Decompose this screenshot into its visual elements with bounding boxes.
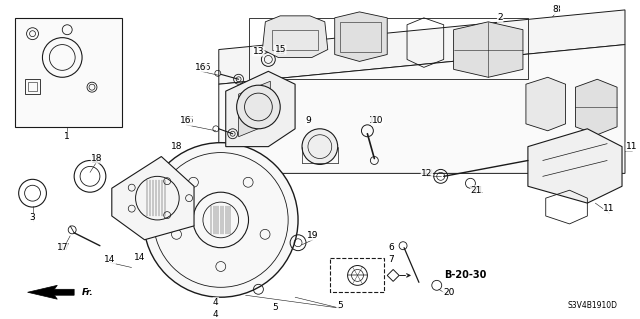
Text: 2: 2 xyxy=(497,13,503,22)
Text: 8: 8 xyxy=(553,5,559,14)
Text: 11: 11 xyxy=(604,204,615,212)
Polygon shape xyxy=(335,12,387,62)
Text: 4: 4 xyxy=(213,309,219,319)
Text: 19: 19 xyxy=(307,231,319,240)
Text: 11: 11 xyxy=(626,142,637,151)
Text: 5: 5 xyxy=(337,300,342,310)
Text: 10: 10 xyxy=(369,116,380,125)
Text: 11: 11 xyxy=(604,204,615,212)
Text: 18: 18 xyxy=(172,142,183,151)
Bar xyxy=(330,257,384,292)
Text: 3: 3 xyxy=(29,213,35,222)
Text: 12: 12 xyxy=(421,169,433,178)
Text: 17: 17 xyxy=(58,243,70,252)
Polygon shape xyxy=(219,10,625,84)
Polygon shape xyxy=(239,81,270,137)
Polygon shape xyxy=(226,71,295,147)
Polygon shape xyxy=(219,45,625,173)
Polygon shape xyxy=(454,22,523,77)
Text: 9: 9 xyxy=(305,116,311,125)
Text: 16: 16 xyxy=(195,63,207,72)
Text: 5: 5 xyxy=(273,303,278,312)
Text: 16: 16 xyxy=(183,116,195,125)
Text: B-20-30: B-20-30 xyxy=(444,271,486,280)
Text: 4: 4 xyxy=(213,298,219,307)
Text: Fr.: Fr. xyxy=(82,288,94,297)
Polygon shape xyxy=(526,77,566,131)
Text: 11: 11 xyxy=(626,142,637,151)
Text: 18: 18 xyxy=(91,154,102,163)
Text: 13: 13 xyxy=(253,47,264,56)
Text: 2: 2 xyxy=(497,13,503,22)
Text: 20: 20 xyxy=(443,288,454,297)
Polygon shape xyxy=(28,285,74,299)
Circle shape xyxy=(237,85,280,129)
Text: 1: 1 xyxy=(65,132,70,141)
Text: 21: 21 xyxy=(473,186,484,195)
Polygon shape xyxy=(112,157,194,240)
Text: 14: 14 xyxy=(134,253,145,262)
Text: 7: 7 xyxy=(388,255,394,264)
Text: 7: 7 xyxy=(388,255,394,264)
Circle shape xyxy=(143,143,298,297)
Text: 10: 10 xyxy=(372,116,383,125)
Text: 1: 1 xyxy=(65,132,70,141)
Text: 12: 12 xyxy=(423,169,435,178)
Text: 18: 18 xyxy=(91,156,102,165)
Text: 3: 3 xyxy=(29,213,35,222)
Text: S3V4B1910D: S3V4B1910D xyxy=(567,300,617,310)
Text: 6: 6 xyxy=(388,243,394,252)
Bar xyxy=(15,18,122,127)
Text: 15: 15 xyxy=(275,47,286,56)
Text: 20: 20 xyxy=(443,288,454,297)
Text: 6: 6 xyxy=(388,243,394,252)
Text: 16: 16 xyxy=(180,116,192,125)
Text: 15: 15 xyxy=(275,45,286,54)
Polygon shape xyxy=(262,16,328,57)
Text: 19: 19 xyxy=(307,231,319,240)
Circle shape xyxy=(302,129,338,165)
Text: 21: 21 xyxy=(470,186,482,195)
Text: 9: 9 xyxy=(305,116,311,125)
Text: 13: 13 xyxy=(253,47,264,56)
Text: 8: 8 xyxy=(555,5,561,14)
Text: 17: 17 xyxy=(56,243,68,252)
Text: 14: 14 xyxy=(104,255,115,264)
Polygon shape xyxy=(575,79,617,135)
Polygon shape xyxy=(528,129,622,203)
Text: 16: 16 xyxy=(200,63,212,72)
